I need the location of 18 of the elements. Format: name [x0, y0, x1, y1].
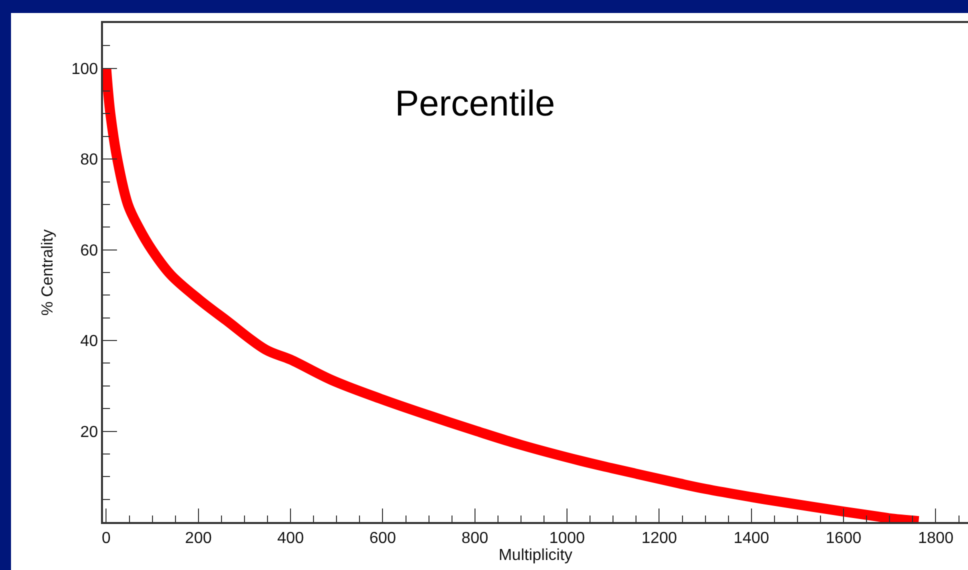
x-tick-label: 1600: [826, 530, 862, 547]
y-tick-label: 40: [80, 333, 98, 350]
y-tick-label: 20: [80, 424, 98, 441]
y-tick-label: 100: [71, 60, 98, 78]
text: Percentile: [394, 82, 556, 124]
x-tick-label: 1000: [549, 530, 585, 547]
x-tick-label: 1800: [918, 530, 954, 547]
y-axis-title: % Centrality: [40, 229, 57, 316]
x-tick-label: 0: [102, 530, 111, 547]
x-tick-label: 600: [369, 530, 396, 547]
x-tick-label: 400: [277, 530, 304, 547]
x-tick-label: 1400: [734, 530, 770, 547]
x-tick-label: 800: [462, 530, 488, 547]
x-axis-title: Multiplicity: [498, 546, 572, 564]
y-tick-label: 60: [80, 242, 98, 260]
x-tick-label: 200: [185, 530, 212, 547]
y-tick-label: 80: [80, 152, 98, 169]
x-tick-label: 1200: [641, 530, 678, 547]
